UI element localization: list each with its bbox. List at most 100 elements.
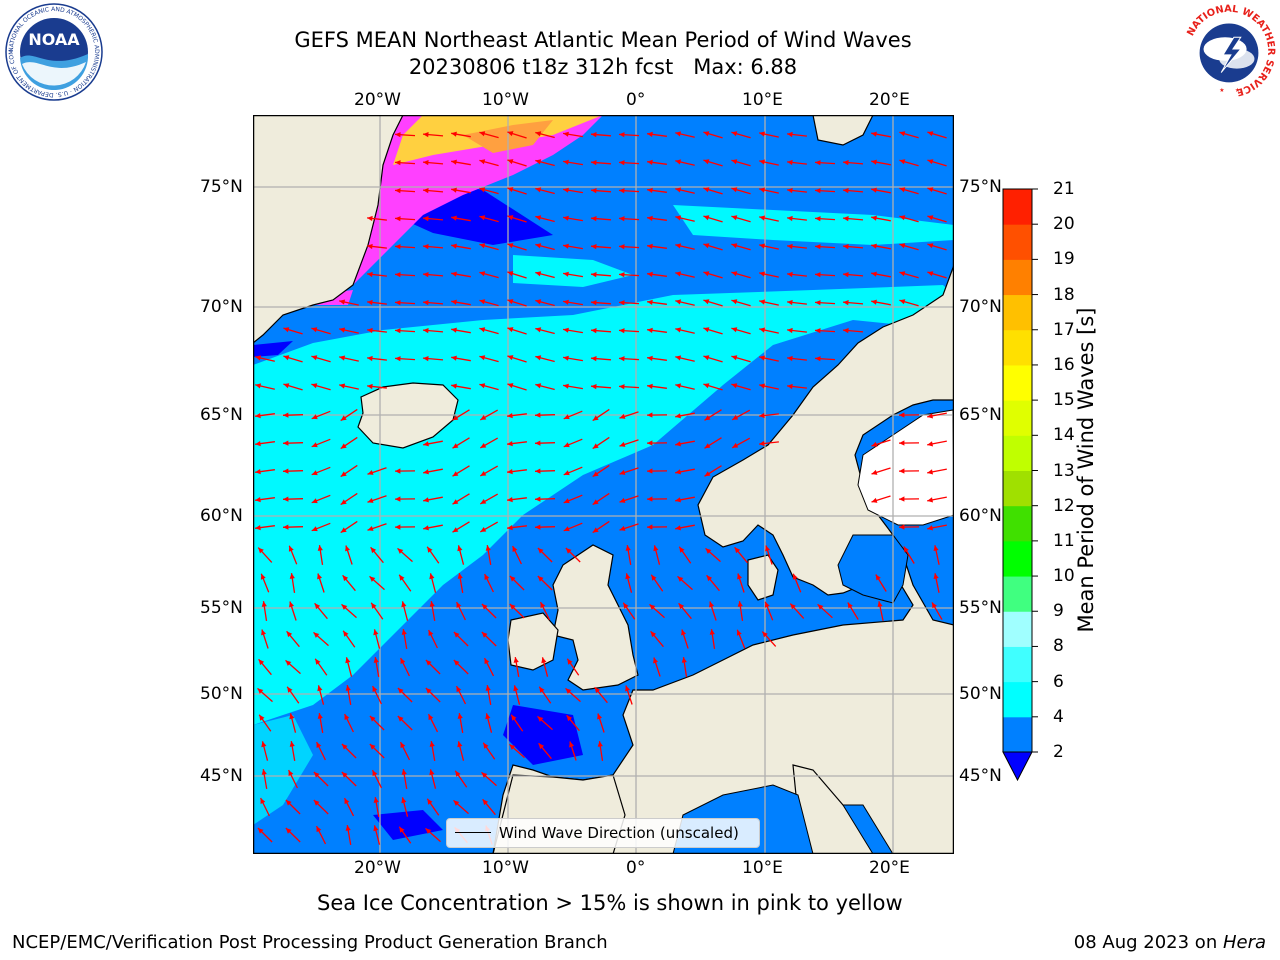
wave-arrow-head bbox=[423, 160, 429, 166]
wave-arrow-head bbox=[703, 187, 710, 193]
wave-arrow-head bbox=[255, 383, 262, 389]
lat-tick-left-50n: 50°N bbox=[200, 684, 243, 704]
lon-tick-top-10e: 10°E bbox=[742, 90, 783, 110]
wave-arrow-head bbox=[759, 412, 765, 419]
wave-arrow-head bbox=[345, 685, 351, 691]
wave-arrow-head bbox=[480, 471, 487, 476]
wave-arrow-head bbox=[283, 468, 289, 474]
wave-arrow-head bbox=[731, 243, 738, 249]
wave-arrow-head bbox=[285, 800, 292, 806]
wave-arrow-head bbox=[563, 442, 570, 448]
map-canvas[interactable] bbox=[253, 115, 954, 854]
wave-arrow-head bbox=[932, 602, 937, 609]
wave-arrow-head bbox=[369, 576, 376, 582]
lat-tick-left-60n: 60°N bbox=[200, 506, 243, 526]
wave-arrow-head bbox=[455, 770, 461, 777]
wave-arrow-head bbox=[339, 299, 346, 305]
wave-arrow-head bbox=[313, 800, 320, 806]
wave-arrow-head bbox=[927, 159, 934, 165]
wave-arrow-head bbox=[927, 243, 934, 249]
legend-label: Wind Wave Direction (unscaled) bbox=[499, 824, 739, 842]
wave-arrow-head bbox=[260, 798, 266, 804]
wave-arrow-head bbox=[429, 573, 435, 580]
wave-arrow-head bbox=[563, 383, 569, 389]
wave-arrow-head bbox=[709, 601, 714, 608]
gulf-of-bothnia bbox=[857, 409, 954, 526]
colorbar-band bbox=[1003, 189, 1032, 225]
wave-arrow-head bbox=[647, 496, 653, 502]
colorbar-tick-label: 16 bbox=[1053, 354, 1075, 375]
wave-arrow-head bbox=[647, 355, 653, 361]
wave-arrow-head bbox=[790, 603, 796, 610]
graticule bbox=[253, 115, 954, 854]
wave-arrow-head bbox=[283, 440, 289, 446]
wave-arrow-head bbox=[625, 685, 630, 692]
wave-arrow-head bbox=[871, 159, 877, 165]
wave-arrow-head bbox=[423, 300, 429, 306]
colorbar-tick-label: 8 bbox=[1053, 636, 1064, 657]
wave-arrow-head bbox=[287, 686, 293, 693]
wind-wave-arrows bbox=[255, 131, 947, 846]
wave-arrow-head bbox=[401, 629, 407, 635]
lat-tick-right-60n: 60°N bbox=[959, 506, 1002, 526]
wave-arrow-head bbox=[703, 355, 710, 361]
colorbar-band bbox=[1003, 400, 1032, 436]
wave-arrow-head bbox=[871, 469, 878, 475]
wave-arrow-head bbox=[787, 187, 793, 194]
wave-arrow-head bbox=[480, 499, 487, 504]
wave-arrow-head bbox=[647, 187, 653, 193]
wave-arrow-head bbox=[367, 498, 374, 503]
map-legend: Wind Wave Direction (unscaled) bbox=[446, 818, 760, 848]
wave-arrow-head bbox=[563, 215, 569, 221]
wave-arrow-head bbox=[429, 769, 435, 776]
wave-arrow-head bbox=[815, 300, 821, 306]
wave-arrow-head bbox=[457, 741, 463, 748]
wave-arrow-head bbox=[591, 216, 597, 222]
wave-arrow-head bbox=[647, 131, 653, 137]
wave-arrow-head bbox=[289, 713, 295, 720]
wave-arrow-head bbox=[625, 573, 631, 580]
land-denmark bbox=[747, 554, 779, 601]
wave-arrow-head bbox=[563, 187, 569, 193]
wave-arrow-head bbox=[759, 215, 765, 221]
wave-arrow-head bbox=[535, 215, 542, 221]
wave-arrow-head bbox=[675, 327, 682, 333]
wave-arrow-head bbox=[342, 575, 349, 582]
wave-arrow-head bbox=[765, 545, 770, 552]
wave-arrow-head bbox=[257, 828, 264, 834]
wave-arrow-head bbox=[759, 271, 765, 277]
wave-arrow-head bbox=[591, 132, 597, 138]
lon-tick-top-20e: 20°E bbox=[869, 90, 910, 110]
wave-arrow-head bbox=[479, 215, 486, 221]
wave-arrow-head bbox=[400, 742, 406, 749]
wave-arrow-head bbox=[569, 741, 574, 748]
wave-arrow-head bbox=[481, 632, 488, 638]
wave-arrow-head bbox=[647, 243, 653, 249]
wave-arrow-head bbox=[260, 573, 266, 580]
wave-arrow-head bbox=[314, 603, 321, 610]
wave-arrow-head bbox=[428, 714, 434, 721]
wave-arrow-head bbox=[395, 468, 401, 474]
wave-arrow-head bbox=[871, 243, 877, 249]
wave-arrow-head bbox=[815, 356, 821, 362]
wave-arrow-head bbox=[703, 299, 710, 305]
wave-arrow-head bbox=[535, 440, 541, 446]
wave-arrow-head bbox=[899, 187, 906, 193]
colorbar-tick-label: 6 bbox=[1053, 671, 1064, 692]
svg-text:★: ★ bbox=[1219, 87, 1224, 94]
wave-arrow-head bbox=[479, 383, 486, 389]
wave-arrow-head bbox=[565, 548, 572, 554]
wave-arrow-head bbox=[591, 328, 597, 334]
lat-tick-right-50n: 50°N bbox=[959, 684, 1002, 704]
wave-arrow-head bbox=[649, 604, 656, 610]
wave-arrow-head bbox=[647, 299, 653, 305]
land-greenland bbox=[253, 115, 404, 344]
colorbar-band bbox=[1003, 364, 1032, 401]
map-panel[interactable]: Wind Wave Direction (unscaled) bbox=[253, 115, 954, 854]
wave-arrow-head bbox=[423, 497, 429, 503]
wave-arrow-head bbox=[453, 632, 460, 638]
wave-arrow-head bbox=[597, 713, 602, 720]
wave-arrow-head bbox=[425, 660, 432, 666]
wave-arrow-head bbox=[623, 602, 629, 609]
wave-arrow-head bbox=[261, 601, 267, 607]
